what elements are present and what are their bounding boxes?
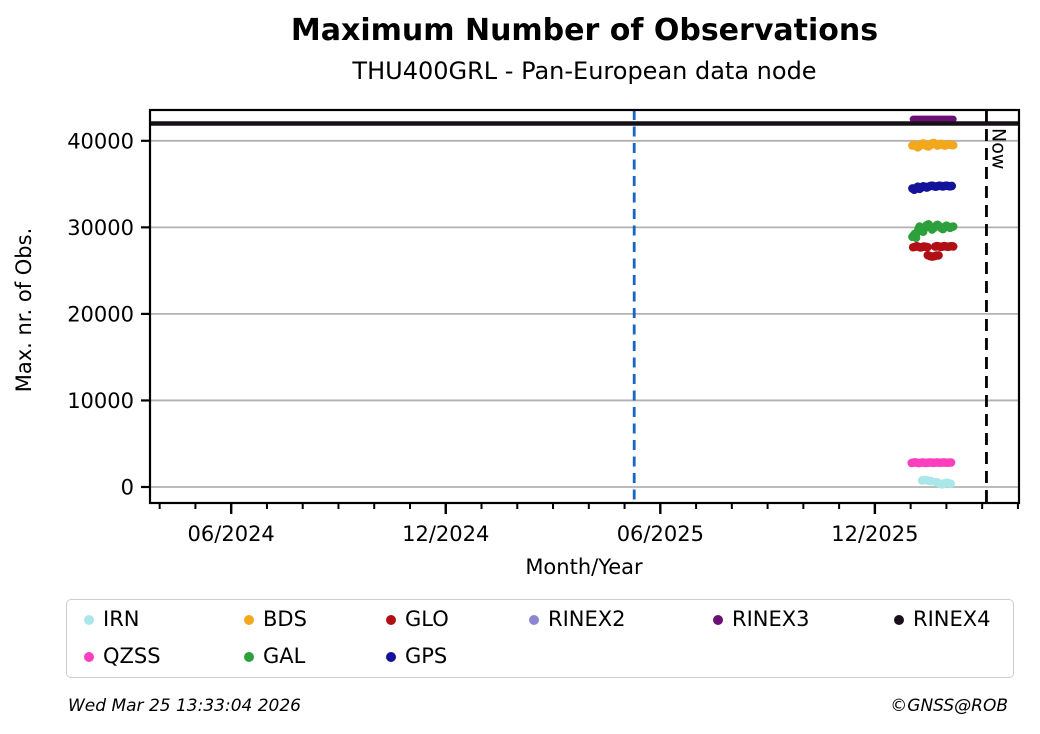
plot-timestamp: Wed Mar 25 13:33:04 2026 — [68, 696, 301, 716]
chart-title: Maximum Number of Observations — [290, 13, 879, 48]
legend-marker-gal — [244, 652, 254, 662]
legend-marker-rinex2 — [529, 615, 539, 625]
legend-label: RINEX2 — [548, 607, 626, 631]
series-bds — [908, 138, 958, 152]
plot-frame — [148, 108, 1021, 505]
legend-marker-rinex4 — [894, 615, 904, 625]
tick-layer: 0 10000 20000 30000 40000 06/2024 12/2024 06/20… — [67, 129, 1019, 546]
now-line-layer: Now — [985, 110, 1009, 503]
legend-marker-rinex3 — [713, 615, 723, 625]
series-gal — [908, 220, 958, 243]
x-tick-label: 12/2025 — [831, 522, 918, 546]
y-tick-label: 40000 — [67, 129, 134, 153]
legend-label: GPS — [405, 644, 448, 668]
y-tick-label: 10000 — [67, 389, 134, 413]
legend-label: GAL — [263, 644, 306, 668]
legend-marker-qzss — [84, 652, 94, 662]
credit-label: ©GNSS@ROB — [890, 696, 1008, 716]
legend-marker-glo — [386, 615, 396, 625]
legend-label: IRN — [103, 607, 140, 631]
x-tick-label: 06/2024 — [188, 522, 275, 546]
x-axis-label: Month/Year — [525, 555, 643, 579]
legend-marker-gps — [386, 652, 396, 662]
x-tick-label: 12/2024 — [402, 522, 489, 546]
legend-label: RINEX3 — [732, 607, 810, 631]
grid-layer — [150, 139, 1019, 488]
legend-label: BDS — [263, 607, 307, 631]
series-gps — [908, 181, 957, 195]
y-tick-label: 0 — [121, 475, 134, 499]
legend-marker-irn — [84, 615, 94, 625]
series-layer — [150, 115, 1019, 489]
y-tick-label: 30000 — [67, 216, 134, 240]
legend-marker-bds — [244, 615, 254, 625]
legend-label: GLO — [405, 607, 449, 631]
x-tick-label: 06/2025 — [617, 522, 704, 546]
series-qzss — [907, 458, 956, 468]
chart-subtitle: THU400GRL - Pan-European data node — [352, 57, 817, 85]
footer: Wed Mar 25 13:33:04 2026 ©GNSS@ROB — [68, 692, 1008, 720]
now-label: Now — [987, 128, 1009, 169]
legend-label: QZSS — [103, 644, 161, 668]
series-glo — [908, 241, 958, 261]
y-tick-label: 20000 — [67, 302, 134, 326]
series-irn — [917, 475, 955, 489]
legend: IRN BDS GLO RINEX2 RINEX3 RINEX4 QZSS GAL GPS — [66, 599, 1014, 678]
y-axis-label: Max. nr. of Obs. — [12, 228, 36, 393]
legend-label: RINEX4 — [913, 607, 991, 631]
